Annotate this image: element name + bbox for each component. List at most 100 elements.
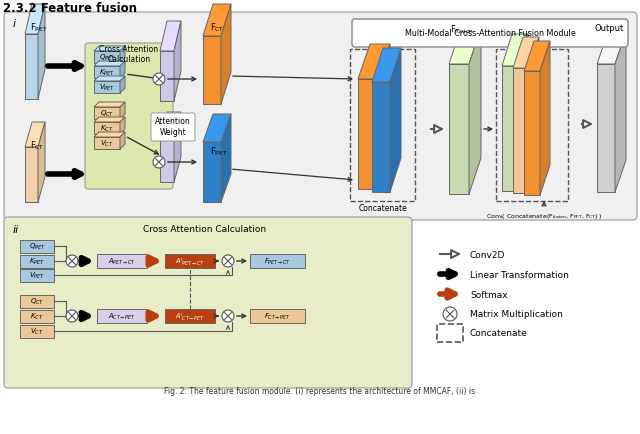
Text: Concatenate: Concatenate (358, 204, 408, 213)
Circle shape (66, 310, 78, 322)
Polygon shape (94, 138, 120, 150)
Text: Attention
Weight: Attention Weight (155, 117, 191, 136)
Polygon shape (38, 5, 45, 100)
Text: $K_{CT}$: $K_{CT}$ (30, 311, 44, 321)
Polygon shape (160, 113, 181, 138)
Text: Multi-Modal Cross-Attention Fusion Module: Multi-Modal Cross-Attention Fusion Modul… (404, 29, 575, 37)
Polygon shape (160, 22, 181, 52)
Text: Softmax: Softmax (470, 290, 508, 299)
Text: $V_{CT}$: $V_{CT}$ (30, 326, 44, 336)
Polygon shape (250, 309, 305, 323)
Text: $F_{CT\rightarrow PET}$: $F_{CT\rightarrow PET}$ (264, 311, 290, 321)
Polygon shape (94, 82, 120, 94)
Polygon shape (120, 62, 125, 79)
Text: $Q_{PET}$: $Q_{PET}$ (99, 53, 115, 63)
Polygon shape (372, 83, 390, 193)
Polygon shape (94, 108, 120, 120)
Polygon shape (203, 143, 221, 203)
Text: Conv( Concatenate($\mathregular{F_{fusion}}$, $\mathregular{F_{FFT}}$, $\mathreg: Conv( Concatenate($\mathregular{F_{fusio… (486, 211, 602, 220)
FancyBboxPatch shape (352, 20, 628, 48)
Polygon shape (160, 52, 174, 102)
Polygon shape (203, 37, 221, 105)
Polygon shape (174, 22, 181, 102)
Polygon shape (358, 80, 378, 190)
Text: $A'_{CT\rightarrow PET}$: $A'_{CT\rightarrow PET}$ (175, 311, 205, 322)
Text: $\mathregular{F_{CT}}$: $\mathregular{F_{CT}}$ (30, 140, 45, 152)
Text: ii: ii (13, 224, 19, 234)
FancyBboxPatch shape (4, 217, 412, 388)
Circle shape (153, 74, 165, 86)
FancyBboxPatch shape (151, 114, 195, 141)
Polygon shape (120, 77, 125, 94)
Polygon shape (94, 52, 120, 64)
Text: $A_{CT\rightarrow PET}$: $A_{CT\rightarrow PET}$ (108, 311, 136, 321)
Polygon shape (203, 115, 231, 143)
FancyBboxPatch shape (85, 44, 173, 190)
Polygon shape (390, 49, 401, 193)
Polygon shape (94, 62, 125, 67)
Polygon shape (449, 29, 481, 65)
Polygon shape (25, 35, 38, 100)
Circle shape (222, 310, 234, 322)
Polygon shape (250, 254, 305, 268)
Polygon shape (94, 67, 120, 79)
Polygon shape (97, 254, 147, 268)
Text: Output: Output (595, 24, 623, 33)
Text: Linear Transformation: Linear Transformation (470, 270, 569, 279)
Polygon shape (502, 67, 518, 191)
Polygon shape (20, 325, 54, 338)
Text: $Q_{CT}$: $Q_{CT}$ (100, 108, 114, 119)
Polygon shape (160, 138, 174, 183)
Circle shape (153, 157, 165, 169)
Text: 2.3.2 Feature fusion: 2.3.2 Feature fusion (3, 2, 137, 15)
Polygon shape (120, 133, 125, 150)
Text: Cross Attention Calculation: Cross Attention Calculation (143, 224, 267, 233)
Polygon shape (94, 103, 125, 108)
Text: $Q_{CT}$: $Q_{CT}$ (30, 296, 44, 306)
Polygon shape (469, 29, 481, 194)
Text: $A'_{PET\rightarrow CT}$: $A'_{PET\rightarrow CT}$ (175, 256, 205, 267)
Text: $V_{PET}$: $V_{PET}$ (29, 270, 45, 280)
Circle shape (443, 307, 457, 321)
Polygon shape (165, 309, 215, 323)
Text: $K_{PET}$: $K_{PET}$ (99, 68, 115, 78)
Polygon shape (120, 118, 125, 135)
Polygon shape (165, 254, 215, 268)
Polygon shape (20, 295, 54, 308)
Polygon shape (518, 35, 528, 191)
Text: $\mathregular{F_{fusion}}$: $\mathregular{F_{fusion}}$ (450, 24, 474, 36)
Polygon shape (94, 123, 120, 135)
Polygon shape (372, 49, 401, 83)
Polygon shape (449, 65, 469, 194)
Polygon shape (94, 47, 125, 52)
Text: Cross Attention
Calculation: Cross Attention Calculation (99, 45, 159, 64)
Text: Fig. 2: The feature fusion module. (i) represents the architecture of MMCAF, (ii: Fig. 2: The feature fusion module. (i) r… (164, 386, 476, 395)
Polygon shape (529, 38, 539, 194)
Text: $V_{CT}$: $V_{CT}$ (100, 138, 114, 149)
Polygon shape (94, 118, 125, 123)
Text: $\mathregular{F_{PET}}$: $\mathregular{F_{PET}}$ (30, 21, 48, 33)
Circle shape (66, 256, 78, 267)
Polygon shape (94, 77, 125, 82)
Polygon shape (97, 309, 147, 323)
Text: $K_{CT}$: $K_{CT}$ (100, 124, 114, 134)
Circle shape (222, 256, 234, 267)
Polygon shape (378, 45, 390, 190)
Polygon shape (203, 5, 231, 37)
Text: $Q_{PET}$: $Q_{PET}$ (29, 241, 45, 252)
Polygon shape (20, 240, 54, 253)
Polygon shape (513, 38, 539, 69)
Text: $K_{PET}$: $K_{PET}$ (29, 256, 45, 266)
Polygon shape (513, 69, 529, 194)
Polygon shape (502, 35, 528, 67)
Polygon shape (221, 115, 231, 203)
Polygon shape (597, 65, 615, 193)
Polygon shape (94, 133, 125, 138)
Text: i: i (13, 19, 16, 29)
Polygon shape (358, 45, 390, 80)
Polygon shape (120, 47, 125, 64)
Polygon shape (524, 72, 540, 196)
Polygon shape (38, 123, 45, 203)
Polygon shape (174, 113, 181, 183)
Polygon shape (25, 148, 38, 203)
